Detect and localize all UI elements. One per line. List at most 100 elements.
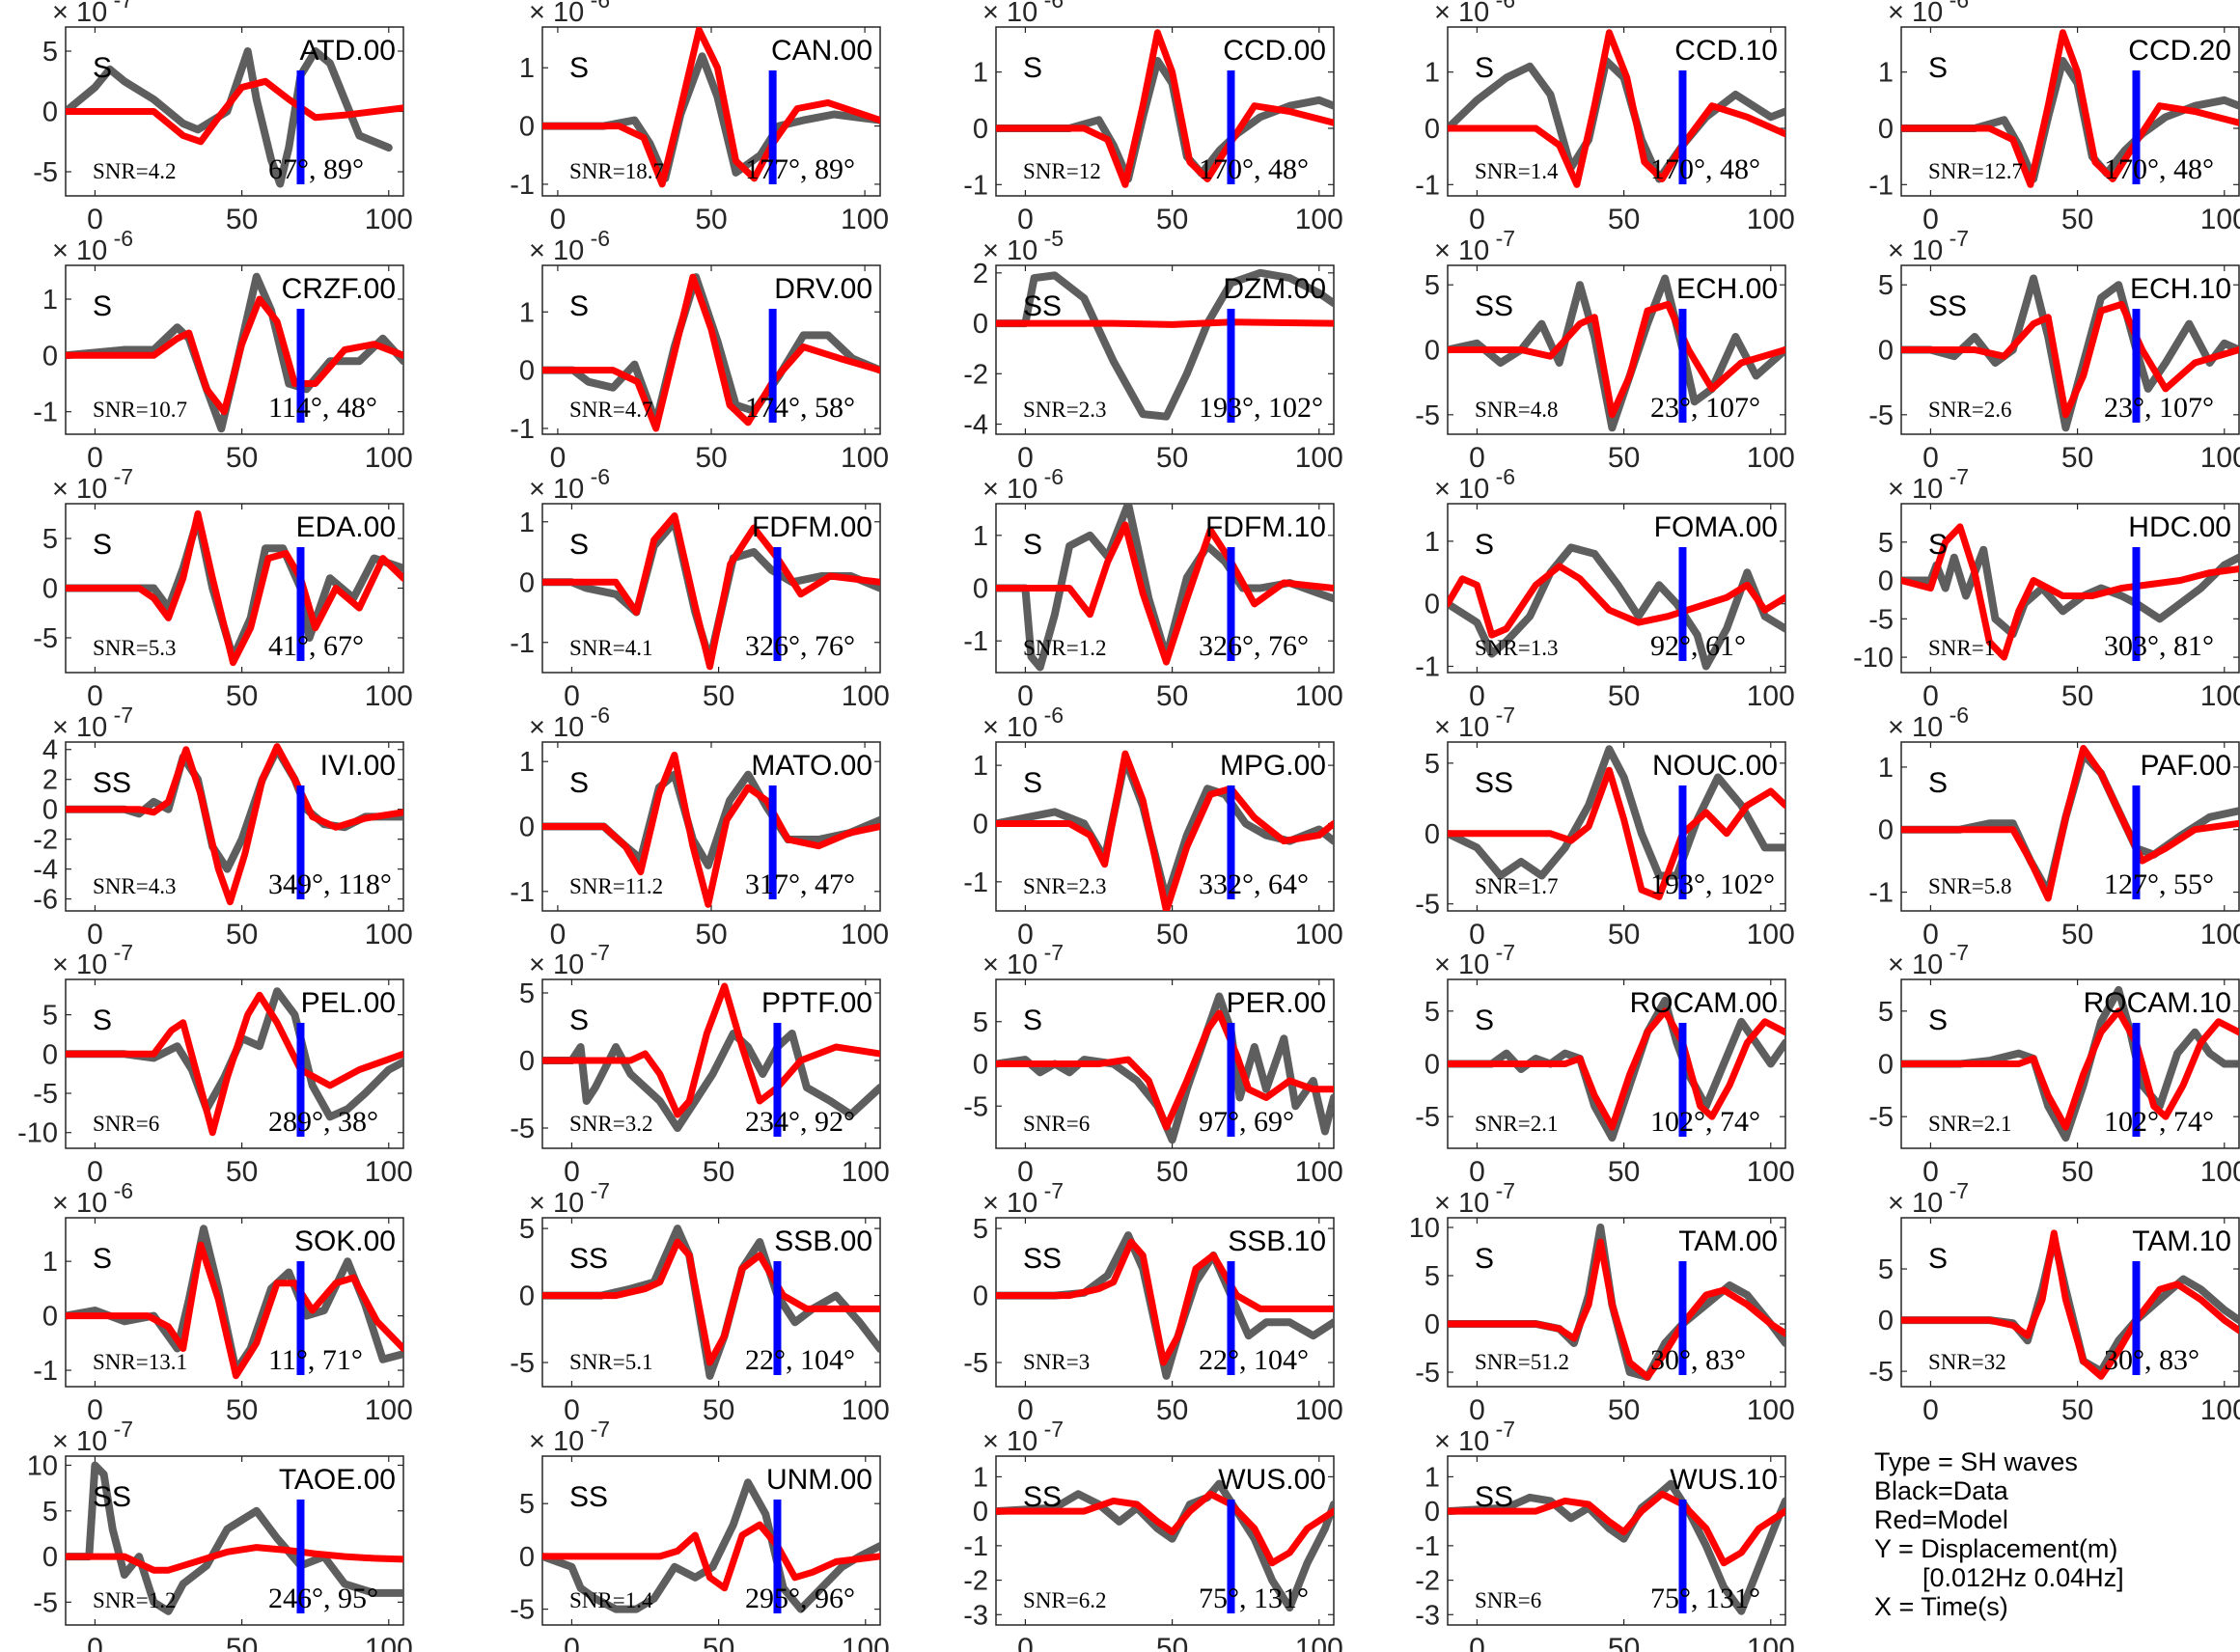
angles-label: 114°, 48°: [268, 392, 377, 424]
snr-label: SNR=1.4: [1475, 159, 1559, 183]
angles-label: 22°, 104°: [1199, 1344, 1309, 1376]
phase-label: S: [569, 52, 589, 84]
data-trace: [996, 504, 1334, 672]
x-tick-label: 100: [365, 1156, 413, 1188]
y-tick-label: 0: [519, 812, 535, 843]
y-tick-label: 0: [1878, 1050, 1894, 1081]
snr-label: SNR=1.4: [569, 1588, 653, 1612]
angles-label: 102°, 74°: [1650, 1106, 1760, 1138]
plot-area: [542, 752, 880, 908]
plot-area: [1448, 274, 1785, 432]
y-tick-label: 0: [519, 1046, 535, 1077]
station-label: CCD.20: [2128, 35, 2231, 67]
snr-label: SNR=51.2: [1475, 1350, 1569, 1374]
y-tick-label: 0: [519, 356, 535, 387]
y-tick-label: 5: [1878, 1254, 1894, 1285]
y-tick-label: 0: [1424, 1050, 1440, 1081]
y-tick-label: 0: [1424, 1309, 1440, 1340]
x-tick-label: 50: [695, 919, 727, 950]
x-tick-label: 0: [1922, 204, 1939, 235]
y-tick-label: 5: [1878, 528, 1894, 559]
x-tick-label: 50: [703, 1394, 734, 1426]
phase-label: S: [1928, 52, 1948, 84]
panel-can-00: 0 50 100 1 0 -1 × 10 -6 S CAN.00 SNR=18.7 177°, 89…: [510, 0, 889, 235]
y-tick-label: 0: [973, 809, 988, 840]
y-tick-label: -10: [1853, 643, 1894, 674]
model-trace: [1448, 1007, 1785, 1131]
y-tick-label: 5: [973, 1214, 988, 1245]
y-tick-label: -1: [963, 867, 988, 898]
x-tick-label: 50: [695, 204, 727, 235]
phase-label: S: [1023, 529, 1042, 561]
y-tick-label: -1: [963, 1531, 988, 1562]
station-label: ECH.00: [1676, 273, 1778, 305]
y-tick-label: 1: [519, 747, 535, 778]
data-trace: [1901, 985, 2239, 1143]
y-tick-label: -1: [1415, 652, 1440, 683]
x-tick-label: 0: [1017, 442, 1034, 474]
phase-label: S: [1023, 767, 1042, 799]
panel-drv-00: 0 50 100 1 0 -1 × 10 -6 S DRV.00 SNR=4.7 174°, 58°: [510, 226, 889, 474]
angles-label: 23°, 107°: [1650, 392, 1760, 424]
snr-label: SNR=1.2: [93, 1588, 176, 1612]
snr-label: SNR=4.1: [569, 636, 652, 660]
angles-label: 75°, 131°: [1199, 1583, 1309, 1614]
station-label: TAOE.00: [279, 1464, 396, 1496]
model-trace: [1901, 1007, 2239, 1131]
model-trace: [1448, 766, 1785, 900]
x-tick-label: 50: [226, 1394, 258, 1426]
plot-area: [996, 29, 1334, 188]
x-tick-label: 100: [842, 1633, 890, 1652]
y-tick-label: -5: [510, 1348, 535, 1379]
data-trace: [1448, 745, 1785, 880]
y-tick-label: 5: [519, 978, 535, 1009]
plot-area: [1448, 745, 1785, 900]
y-tick-label: -1: [510, 414, 535, 445]
y-tick-label: -1: [510, 877, 535, 908]
x-tick-label: 50: [226, 919, 258, 950]
y-tick-label: -1: [33, 1356, 58, 1387]
model-trace: [542, 982, 880, 1118]
model-trace: [996, 750, 1334, 911]
model-trace: [1448, 1238, 1785, 1381]
x-tick-label: 100: [1295, 1633, 1343, 1652]
y-tick-label: -1: [33, 398, 58, 428]
angles-label: 174°, 58°: [745, 392, 855, 424]
x-tick-label: 0: [564, 680, 580, 712]
y-exponent-label: × 10 -6: [982, 0, 1064, 28]
data-trace: [66, 1461, 403, 1615]
x-tick-label: 100: [841, 204, 889, 235]
y-tick-label: 0: [519, 1281, 535, 1312]
y-exponent-label: × 10 -7: [529, 940, 610, 980]
plot-area: [66, 47, 403, 188]
x-tick-label: 100: [1747, 204, 1795, 235]
y-tick-label: -5: [510, 1595, 535, 1626]
y-tick-label: 10: [1409, 1213, 1440, 1244]
y-tick-label: 0: [973, 114, 988, 145]
y-tick-label: -1: [1868, 878, 1894, 909]
model-trace: [996, 29, 1334, 188]
plot-area: [1448, 29, 1785, 188]
x-tick-label: 50: [226, 442, 258, 474]
plot-area: [996, 992, 1334, 1144]
x-tick-label: 50: [226, 1156, 258, 1188]
x-tick-label: 100: [2200, 919, 2240, 950]
phase-label: SS: [1023, 1243, 1062, 1275]
y-tick-label: -5: [963, 1091, 988, 1122]
plot-area: [996, 268, 1334, 423]
y-tick-label: -5: [33, 623, 58, 654]
x-tick-label: 0: [1469, 680, 1485, 712]
snr-label: SNR=18.7: [569, 159, 664, 183]
x-tick-label: 0: [564, 1633, 580, 1652]
model-trace: [542, 273, 880, 432]
x-tick-label: 0: [550, 919, 567, 950]
y-tick-label: -5: [1415, 1358, 1440, 1389]
